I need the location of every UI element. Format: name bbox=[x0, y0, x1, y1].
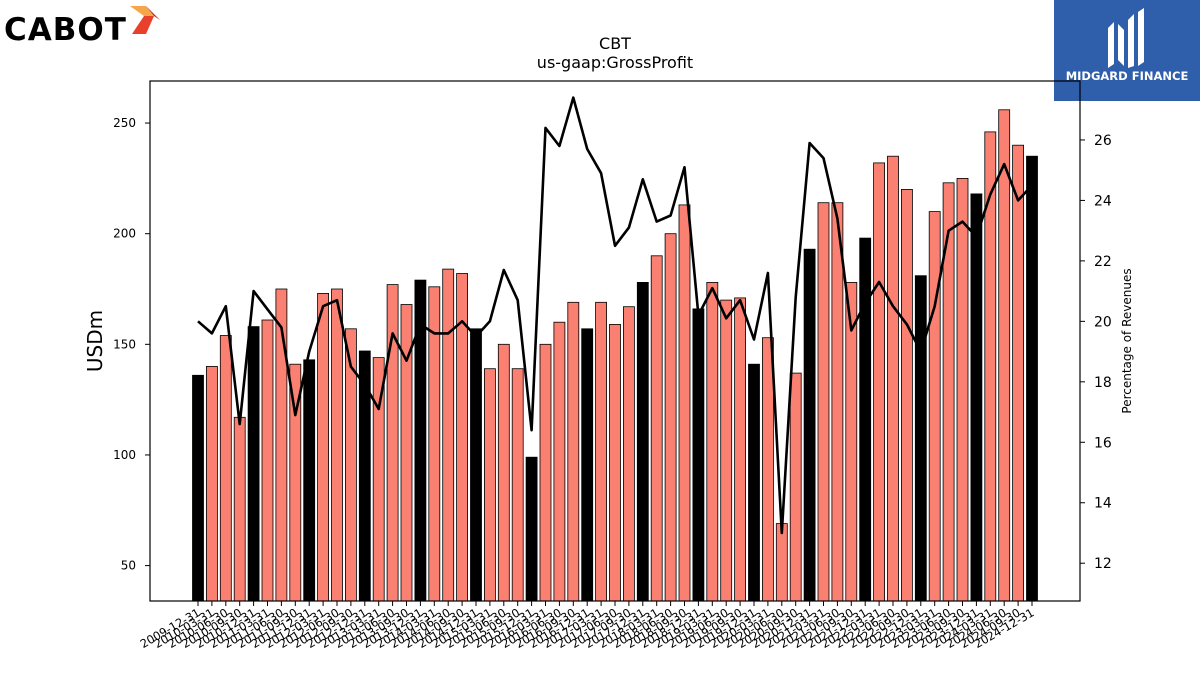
midgard-logo-text: MIDGARD FINANCE bbox=[1065, 69, 1189, 83]
bar-2019-09-30 bbox=[734, 297, 746, 602]
bar-2019-12-31 bbox=[748, 363, 760, 602]
bar-2017-12-31 bbox=[636, 281, 649, 602]
bar-2014-06-30 bbox=[442, 268, 455, 602]
bar-2022-09-30 bbox=[901, 188, 913, 602]
bar-2019-03-31 bbox=[706, 281, 719, 602]
bar-2011-03-31 bbox=[261, 319, 274, 602]
bar-2020-06-30 bbox=[775, 523, 788, 602]
bar-2022-06-30 bbox=[887, 155, 899, 602]
bar-2017-03-31 bbox=[595, 301, 607, 602]
bar-2024-09-30 bbox=[1012, 144, 1024, 602]
y2-axis-label: Percentage of Revenues bbox=[1120, 268, 1134, 413]
midgard-logo-mark-icon bbox=[1108, 8, 1144, 68]
y2-tick-label: 26 bbox=[1094, 133, 1112, 149]
y-tick-label: 50 bbox=[121, 559, 136, 573]
y2-tick-label: 12 bbox=[1094, 556, 1112, 572]
bar-2024-06-30 bbox=[998, 109, 1011, 602]
bar-2011-06-30 bbox=[275, 288, 288, 602]
y-tick-label: 100 bbox=[113, 448, 136, 462]
bar-2019-06-30 bbox=[720, 299, 733, 602]
bar-2018-12-31 bbox=[692, 308, 705, 602]
bar-2012-12-31 bbox=[358, 350, 371, 602]
y2-tick-label: 14 bbox=[1094, 496, 1112, 512]
cabot-logo: CABOT bbox=[4, 4, 164, 54]
bar-2021-03-31 bbox=[817, 202, 830, 602]
bar-2017-06-30 bbox=[609, 323, 621, 602]
bar-2024-12-31 bbox=[1026, 155, 1038, 602]
bar-2020-12-31 bbox=[803, 248, 816, 602]
chart-subtitle: us-gaap:GrossProfit bbox=[537, 53, 693, 72]
bar-2022-12-31 bbox=[914, 275, 927, 602]
y2-tick-label: 18 bbox=[1094, 375, 1112, 391]
bar-2011-12-31 bbox=[303, 359, 316, 602]
bar-2018-06-30 bbox=[664, 233, 677, 602]
y-tick-label: 150 bbox=[113, 337, 136, 351]
y2-tick-label: 22 bbox=[1094, 254, 1112, 270]
y2-tick-label: 24 bbox=[1094, 193, 1112, 209]
cabot-logo-text: CABOT bbox=[4, 12, 127, 48]
bar-2010-06-30 bbox=[219, 335, 232, 602]
bar-2015-06-30 bbox=[497, 343, 510, 602]
bar-2022-03-31 bbox=[873, 162, 885, 602]
bar-2018-03-31 bbox=[650, 255, 663, 602]
y2-tick-label: 20 bbox=[1094, 314, 1112, 330]
bar-2016-12-31 bbox=[581, 328, 594, 602]
chart-title: CBT bbox=[599, 34, 631, 53]
bar-2010-03-31 bbox=[205, 365, 218, 602]
bar-2020-09-30 bbox=[789, 372, 802, 602]
bar-2016-03-31 bbox=[539, 343, 552, 602]
bar-2015-09-30 bbox=[511, 368, 524, 602]
bar-2015-12-31 bbox=[525, 456, 538, 602]
bar-2010-09-30 bbox=[233, 416, 246, 602]
midgard-finance-logo: MIDGARD FINANCE bbox=[1054, 0, 1200, 101]
cabot-logo-mark-icon bbox=[130, 6, 160, 34]
y-axis-label: USDm bbox=[83, 310, 107, 372]
y-tick-label: 200 bbox=[113, 227, 136, 241]
bar-2015-03-31 bbox=[483, 368, 496, 602]
y-tick-label: 250 bbox=[113, 116, 136, 130]
bar-2017-09-30 bbox=[623, 306, 635, 602]
bar-2021-12-31 bbox=[859, 237, 872, 602]
bar-2021-06-30 bbox=[831, 202, 844, 602]
bar-2012-03-31 bbox=[317, 292, 330, 602]
bar-2009-12-31 bbox=[192, 374, 204, 602]
bar-2014-12-31 bbox=[470, 328, 482, 602]
bar-2020-03-31 bbox=[762, 337, 774, 602]
y2-tick-label: 16 bbox=[1094, 435, 1112, 451]
bar-2016-06-30 bbox=[553, 321, 566, 602]
bar-2023-12-31 bbox=[970, 193, 983, 602]
bar-2023-03-31 bbox=[928, 211, 941, 602]
bar-2016-09-30 bbox=[567, 301, 580, 602]
bar-2010-12-31 bbox=[247, 326, 260, 602]
bar-2013-06-30 bbox=[386, 284, 399, 602]
percentage-of-revenues-line bbox=[197, 96, 1033, 535]
bar-2023-09-30 bbox=[956, 177, 969, 602]
bar-2012-06-30 bbox=[331, 288, 343, 602]
bar-2018-09-30 bbox=[678, 204, 691, 602]
